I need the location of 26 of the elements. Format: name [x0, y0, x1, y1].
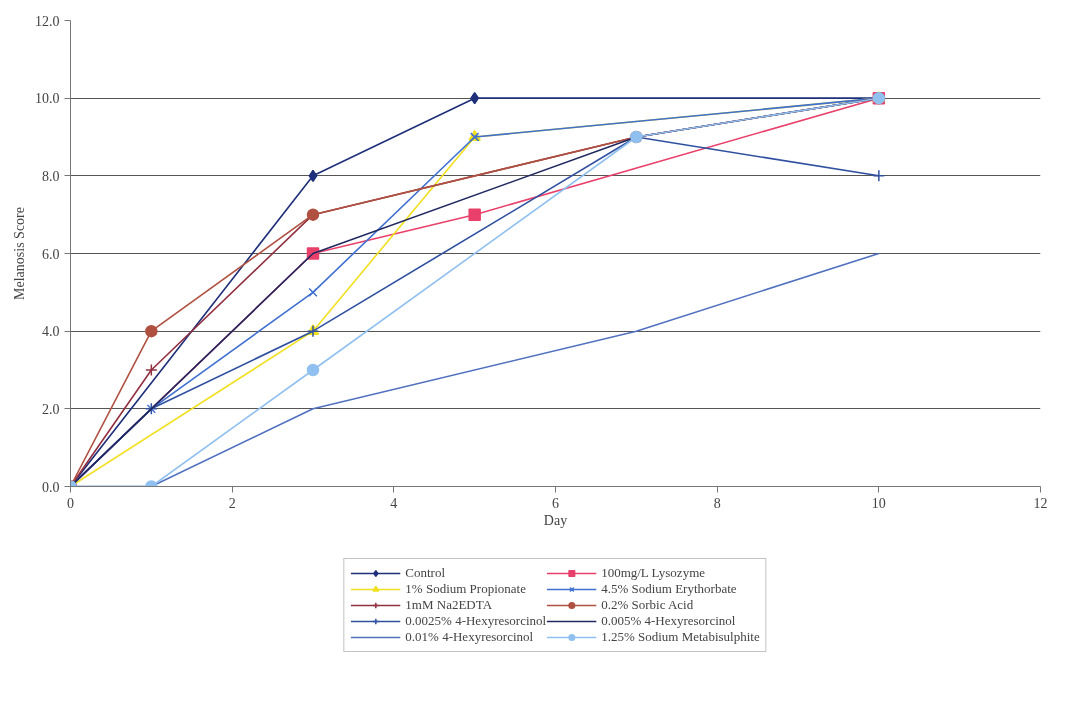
x-tick-label: 6: [552, 495, 559, 511]
legend-label: 100mg/L Lysozyme: [601, 565, 706, 581]
legend-label: 4.5% Sodium Erythorbate: [601, 581, 737, 597]
legend-label: 1.25% Sodium Metabisulphite: [601, 629, 760, 645]
y-tick-label: 4.0: [42, 324, 60, 340]
legend-label: 1mM Na2EDTA: [405, 597, 493, 613]
legend-label: 0.0025% 4-Hexyresorcinol: [405, 613, 547, 629]
x-tick-label: 8: [713, 495, 721, 511]
y-tick-label: 12.0: [35, 13, 60, 29]
x-tick-label: 12: [1033, 495, 1048, 511]
legend-label: 1% Sodium Propionate: [405, 581, 526, 597]
x-tick-label: 0: [67, 495, 74, 511]
y-tick-label: 2.0: [42, 401, 60, 417]
legend-label: 0.2% Sorbic Acid: [601, 597, 694, 613]
y-tick-label: 8.0: [42, 168, 60, 184]
y-tick-label: 6.0: [42, 246, 60, 262]
legend-label: Control: [405, 565, 446, 581]
x-tick-label: 4: [390, 495, 398, 511]
legend-label: 0.005% 4-Hexyresorcinol: [601, 613, 736, 629]
x-tick-label: 10: [871, 495, 886, 511]
x-axis-title: Day: [543, 512, 568, 528]
legend-label: 0.01% 4-Hexyresorcinol: [405, 629, 534, 645]
x-tick-label: 2: [228, 495, 236, 511]
y-axis-title: Melanosis Score: [12, 207, 27, 300]
y-tick-label: 10.0: [35, 91, 60, 107]
y-tick-label: 0.0: [42, 479, 60, 495]
